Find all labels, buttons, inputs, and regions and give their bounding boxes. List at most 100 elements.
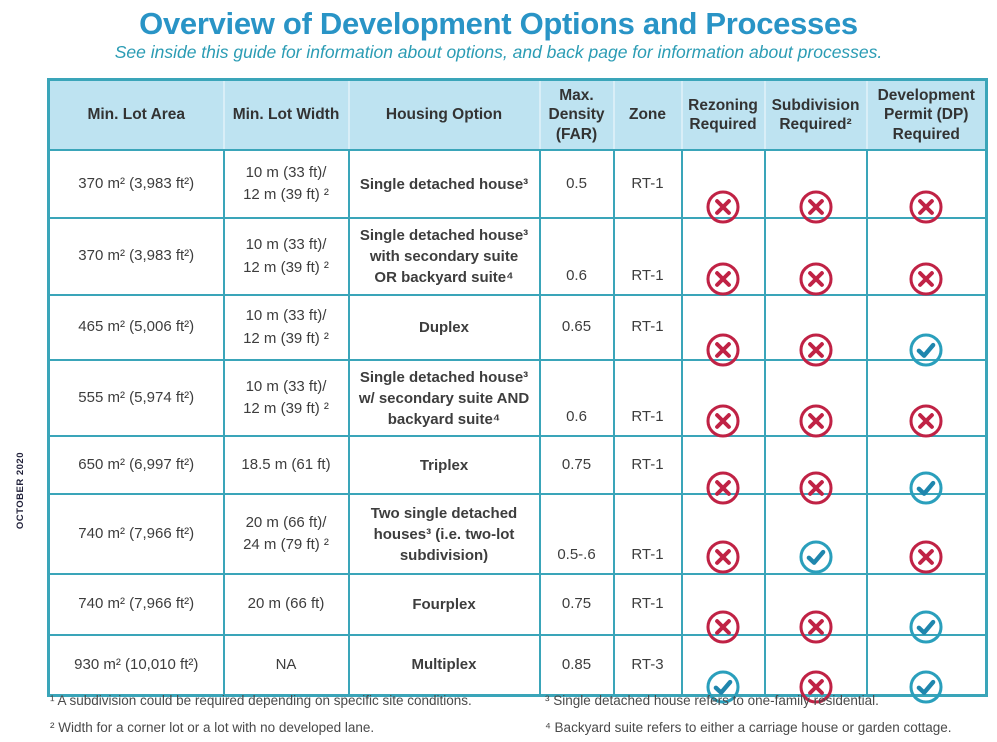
table-row: 740 m² (7,966 ft²) 20 m (66 ft) Fourplex…: [47, 573, 988, 644]
housing-option-cell: Duplex: [347, 294, 541, 361]
crossed-circle-icon: [797, 309, 835, 367]
check-circle-icon: [704, 646, 742, 704]
footnotes-right: ³ Single detached house refers to one-fa…: [545, 692, 985, 742]
development-permit-cell: [865, 634, 988, 704]
min-lot-area-cell: 555 m² (5,974 ft²): [47, 359, 225, 437]
header-rezoning-required: Rezoning Required: [680, 78, 766, 151]
subdivision-required-cell: [763, 435, 868, 505]
min-lot-area-cell: 650 m² (6,997 ft²): [47, 435, 225, 495]
subdivision-required-cell: [763, 217, 868, 296]
min-lot-area-cell: 370 m² (3,983 ft²): [47, 217, 225, 296]
housing-option-cell: Fourplex: [347, 573, 541, 636]
rezoning-required-cell: [680, 359, 766, 438]
check-circle-icon: [907, 586, 945, 644]
page-title: Overview of Development Options and Proc…: [139, 6, 858, 41]
header-housing-option: Housing Option: [347, 78, 541, 151]
max-density-cell: 0.6: [538, 359, 615, 437]
zone-cell: RT-1: [612, 149, 683, 219]
crossed-circle-icon: [797, 379, 835, 438]
max-density-cell: 0.75: [538, 573, 615, 636]
max-density-cell: 0.5-.6: [538, 493, 615, 575]
rezoning-required-cell: [680, 149, 766, 224]
development-permit-cell: [865, 217, 988, 296]
housing-option-cell: Multiplex: [347, 634, 541, 696]
subdivision-required-cell: [763, 359, 868, 438]
crossed-circle-icon: [907, 379, 945, 438]
min-lot-width-cell: 10 m (33 ft)/ 12 m (39 ft) ²: [222, 359, 350, 437]
crossed-circle-icon: [907, 165, 945, 224]
min-lot-area-cell: 740 m² (7,966 ft²): [47, 573, 225, 636]
crossed-circle-icon: [797, 165, 835, 224]
page-subtitle: See inside this guide for information ab…: [114, 42, 883, 62]
zone-cell: RT-1: [612, 435, 683, 495]
header-development-permit: Development Permit (DP) Required: [865, 78, 988, 151]
subdivision-required-cell: [763, 573, 868, 644]
development-permit-cell: [865, 149, 988, 224]
footnote-1: ¹ A subdivision could be required depend…: [50, 693, 472, 708]
crossed-circle-icon: [704, 515, 742, 574]
check-circle-icon: [797, 515, 835, 574]
crossed-circle-icon: [704, 165, 742, 224]
rezoning-required-cell: [680, 217, 766, 296]
max-density-cell: 0.65: [538, 294, 615, 361]
footnote-3: ³ Single detached house refers to one-fa…: [545, 693, 879, 708]
table-body: 370 m² (3,983 ft²) 10 m (33 ft)/ 12 m (3…: [47, 149, 988, 704]
zone-cell: RT-1: [612, 493, 683, 575]
check-circle-icon: [907, 309, 945, 367]
crossed-circle-icon: [704, 379, 742, 438]
min-lot-width-cell: 20 m (66 ft)/ 24 m (79 ft) ²: [222, 493, 350, 575]
subdivision-required-cell: [763, 294, 868, 367]
subdivision-required-cell: [763, 634, 868, 704]
min-lot-width-cell: 10 m (33 ft)/ 12 m (39 ft) ²: [222, 217, 350, 296]
min-lot-area-cell: 740 m² (7,966 ft²): [47, 493, 225, 575]
development-permit-cell: [865, 359, 988, 438]
table-row: 650 m² (6,997 ft²) 18.5 m (61 ft) Triple…: [47, 435, 988, 505]
min-lot-area-cell: 930 m² (10,010 ft²): [47, 634, 225, 696]
table-row: 370 m² (3,983 ft²) 10 m (33 ft)/ 12 m (3…: [47, 149, 988, 224]
max-density-cell: 0.5: [538, 149, 615, 219]
housing-option-cell: Two single detached houses³ (i.e. two-lo…: [347, 493, 541, 575]
crossed-circle-icon: [704, 238, 742, 296]
min-lot-width-cell: 10 m (33 ft)/ 12 m (39 ft) ²: [222, 294, 350, 361]
subdivision-required-cell: [763, 493, 868, 575]
header-min-lot-width: Min. Lot Width: [222, 78, 350, 151]
subdivision-required-cell: [763, 149, 868, 224]
check-circle-icon: [907, 646, 945, 704]
crossed-circle-icon: [704, 309, 742, 367]
table-row: 555 m² (5,974 ft²) 10 m (33 ft)/ 12 m (3…: [47, 359, 988, 438]
development-permit-cell: [865, 493, 988, 575]
development-permit-cell: [865, 573, 988, 644]
table-row: 465 m² (5,006 ft²) 10 m (33 ft)/ 12 m (3…: [47, 294, 988, 367]
rezoning-required-cell: [680, 294, 766, 367]
min-lot-width-cell: 20 m (66 ft): [222, 573, 350, 636]
crossed-circle-icon: [797, 238, 835, 296]
rezoning-required-cell: [680, 573, 766, 644]
max-density-cell: 0.85: [538, 634, 615, 696]
crossed-circle-icon: [907, 238, 945, 296]
min-lot-width-cell: 10 m (33 ft)/ 12 m (39 ft) ²: [222, 149, 350, 219]
table-row: 930 m² (10,010 ft²) NA Multiplex 0.85 RT…: [47, 634, 988, 704]
max-density-cell: 0.6: [538, 217, 615, 296]
crossed-circle-icon: [704, 446, 742, 505]
crossed-circle-icon: [797, 646, 835, 704]
zone-cell: RT-1: [612, 294, 683, 361]
min-lot-area-cell: 465 m² (5,006 ft²): [47, 294, 225, 361]
rezoning-required-cell: [680, 493, 766, 575]
table-header-row: Min. Lot Area Min. Lot Width Housing Opt…: [47, 78, 988, 151]
max-density-cell: 0.75: [538, 435, 615, 495]
zone-cell: RT-1: [612, 217, 683, 296]
housing-option-cell: Single detached house³ with secondary su…: [347, 217, 541, 296]
zone-cell: RT-1: [612, 573, 683, 636]
crossed-circle-icon: [797, 446, 835, 505]
crossed-circle-icon: [797, 586, 835, 644]
check-circle-icon: [907, 446, 945, 505]
development-permit-cell: [865, 294, 988, 367]
zone-cell: RT-1: [612, 359, 683, 437]
crossed-circle-icon: [704, 586, 742, 644]
min-lot-area-cell: 370 m² (3,983 ft²): [47, 149, 225, 219]
header-subdivision-required: Subdivision Required²: [763, 78, 868, 151]
footnote-4: ⁴ Backyard suite refers to either a carr…: [545, 719, 952, 735]
table-row: 740 m² (7,966 ft²) 20 m (66 ft)/ 24 m (7…: [47, 493, 988, 575]
footnote-2: ² Width for a corner lot or a lot with n…: [50, 719, 375, 735]
